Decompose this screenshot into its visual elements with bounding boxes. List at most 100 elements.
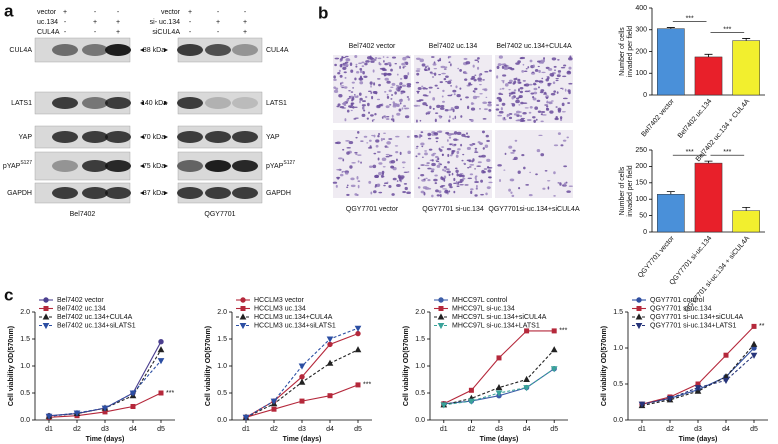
y-tick-label: 1.0 xyxy=(20,363,30,370)
cell-stain xyxy=(519,90,524,94)
cell-stain xyxy=(556,74,561,78)
cell-stain xyxy=(529,105,533,109)
cell-stain xyxy=(378,132,380,136)
cell-stain xyxy=(337,71,341,75)
legend-label: HCCLM3 uc.134+siLATS1 xyxy=(254,322,336,329)
cell-stain xyxy=(343,86,348,89)
cell-stain xyxy=(356,176,359,180)
cell-stain xyxy=(424,150,428,152)
cell-stain xyxy=(553,171,556,175)
condition-sign: - xyxy=(64,29,67,36)
cell-stain xyxy=(557,59,560,61)
legend-label: MHCC97L control xyxy=(452,297,508,304)
legend-marker xyxy=(239,313,247,320)
blot-band xyxy=(52,160,78,172)
cell-stain xyxy=(477,57,480,60)
cell-stain xyxy=(421,85,424,88)
cell-stain xyxy=(542,59,545,63)
cell-stain xyxy=(459,69,462,72)
point xyxy=(73,410,81,417)
cell-stain xyxy=(354,55,358,58)
cell-stain xyxy=(477,161,482,164)
cell-stain xyxy=(453,138,458,141)
cell-stain xyxy=(357,184,360,189)
cell-stain xyxy=(443,175,447,179)
cell-stain xyxy=(499,178,501,183)
cell-stain xyxy=(386,93,389,96)
point xyxy=(551,328,557,334)
cell-stain xyxy=(345,55,349,58)
cell-stain xyxy=(518,104,521,106)
cell-stain xyxy=(488,181,493,184)
cell-stain xyxy=(405,61,409,65)
cell-stain xyxy=(391,82,396,86)
cell-stain xyxy=(450,133,455,135)
cell-stain xyxy=(406,84,411,88)
cell-stain xyxy=(378,171,382,176)
cell-stain xyxy=(463,57,468,61)
cell-stain xyxy=(428,148,433,151)
blot-band xyxy=(232,187,258,199)
cell-stain xyxy=(360,161,362,164)
cell-stain xyxy=(392,177,397,181)
cell-stain xyxy=(346,146,351,149)
cell-stain xyxy=(514,139,518,142)
point xyxy=(550,346,558,353)
cell-stain xyxy=(378,103,383,107)
point xyxy=(298,378,306,385)
cell-stain xyxy=(369,81,373,85)
cell-stain xyxy=(364,95,368,99)
cell-stain xyxy=(384,77,389,81)
blot-band xyxy=(232,131,258,143)
cell-stain xyxy=(431,159,434,162)
cell-stain xyxy=(447,80,452,85)
cell-stain xyxy=(537,65,540,68)
cell-stain xyxy=(406,191,411,195)
cell-stain xyxy=(551,57,557,61)
cell-stain xyxy=(382,56,385,58)
cell-stain xyxy=(366,142,369,144)
cell-stain xyxy=(448,55,452,58)
legend-label: HCCLM3 uc.134+CUL4A xyxy=(254,314,333,321)
cell-stain xyxy=(561,111,566,113)
condition-sign: + xyxy=(188,9,192,16)
cell-stain xyxy=(569,55,572,59)
cell-stain xyxy=(504,152,507,156)
cell-stain xyxy=(438,147,441,151)
blot-band xyxy=(177,131,203,143)
cell-stain xyxy=(333,86,337,89)
cell-stain xyxy=(467,177,472,180)
legend-label: MHCC97L si-uc.134+LATS1 xyxy=(452,322,540,329)
cell-stain xyxy=(531,71,535,73)
cell-stain xyxy=(363,135,368,138)
cell-stain xyxy=(370,84,372,88)
condition-sign: + xyxy=(216,19,220,26)
cell-stain xyxy=(348,105,352,108)
x-tick-label: Bel7402 uc.134 xyxy=(677,98,714,140)
cell-stain xyxy=(477,80,483,82)
cell-stain xyxy=(457,182,460,185)
y-tick-label: 1.0 xyxy=(613,345,623,352)
cell-stain xyxy=(525,83,530,87)
cell-stain xyxy=(497,114,503,117)
cell-stain xyxy=(442,168,445,172)
cell-stain xyxy=(415,81,420,84)
kda-marker: 88 kDa xyxy=(143,47,165,54)
cell-stain xyxy=(368,165,373,169)
cell-stain xyxy=(462,177,466,180)
cell-stain xyxy=(544,169,548,172)
cell-stain xyxy=(499,88,502,90)
y-tick-label: 100 xyxy=(635,196,647,203)
cell-stain xyxy=(380,137,383,142)
cell-stain xyxy=(381,172,385,176)
significance-label: *** xyxy=(363,382,371,389)
cell-stain xyxy=(386,95,390,99)
legend-marker xyxy=(437,313,445,320)
cell-stain xyxy=(515,110,521,114)
condition-label: siCUL4A xyxy=(152,29,180,36)
cell-stain xyxy=(347,97,350,100)
cell-stain xyxy=(434,112,439,115)
cell-stain xyxy=(435,160,440,163)
cell-stain xyxy=(474,87,478,91)
kda-marker: 140 kDa xyxy=(141,100,167,107)
